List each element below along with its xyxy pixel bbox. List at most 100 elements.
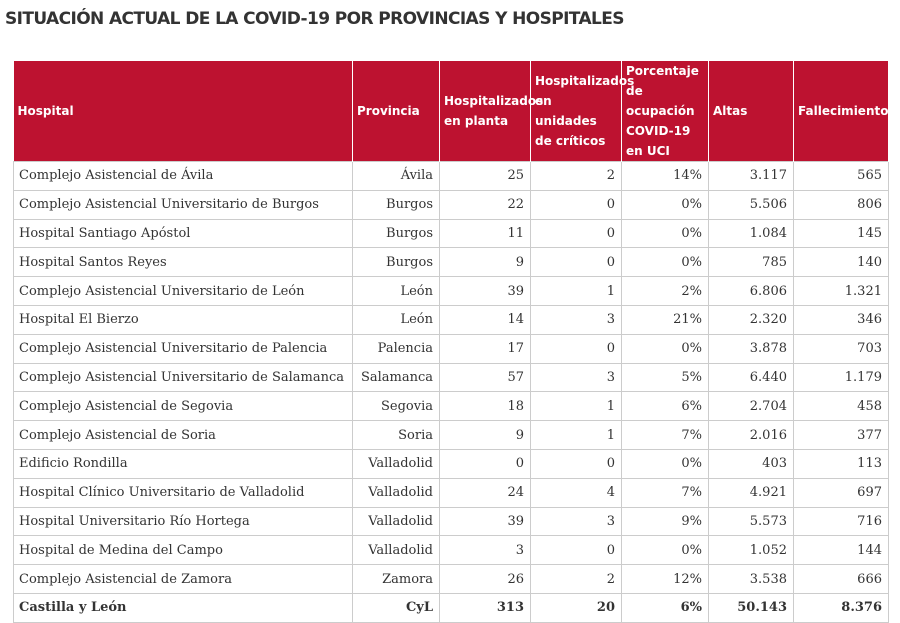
table-row: Complejo Asistencial Universitario de Bu… <box>13 189 889 220</box>
table-cell: Segovia <box>352 391 440 422</box>
table-row: Complejo Asistencial Universitario de Sa… <box>13 362 889 393</box>
table-cell: Hospital El Bierzo <box>13 304 353 335</box>
table-cell: 21% <box>621 304 709 335</box>
table-cell: 2.320 <box>708 304 794 335</box>
table-cell: 4 <box>530 477 622 508</box>
table-cell: 3 <box>530 304 622 335</box>
table-cell: 377 <box>793 420 889 450</box>
table-cell: 2 <box>530 161 622 191</box>
table-row: Complejo Asistencial de Soria Soria 9 1 7% 2.… <box>13 420 889 450</box>
table-cell: 2% <box>621 276 709 306</box>
table-cell: 346 <box>793 304 889 335</box>
total-cell: 50.143 <box>708 592 794 623</box>
table-cell: Valladolid <box>352 506 440 537</box>
table-cell: 0 <box>530 448 622 479</box>
total-cell: 6% <box>621 592 709 623</box>
table-cell: 2.704 <box>708 391 794 422</box>
table-cell: 403 <box>708 448 794 479</box>
total-cell: 8.376 <box>793 592 889 623</box>
table-row: Complejo Asistencial Universitario de Le… <box>13 276 889 306</box>
table-row: Complejo Asistencial Universitario de Pa… <box>13 333 889 364</box>
table-cell: 113 <box>793 448 889 479</box>
table-cell: Complejo Asistencial Universitario de Sa… <box>13 362 353 393</box>
table-cell: Hospital Santiago Apóstol <box>13 218 353 249</box>
table-cell: 57 <box>439 362 531 393</box>
table-cell: 12% <box>621 564 709 594</box>
table-cell: 6.440 <box>708 362 794 393</box>
table-cell: 39 <box>439 506 531 537</box>
table-cell: 0 <box>530 535 622 566</box>
table-cell: 716 <box>793 506 889 537</box>
table-cell: 0 <box>530 189 622 220</box>
table-cell: Complejo Asistencial Universitario de Pa… <box>13 333 353 364</box>
table-row: Hospital Universitario Río Hortega Vallad… <box>13 506 889 537</box>
table-cell: 703 <box>793 333 889 364</box>
table-cell: Burgos <box>352 247 440 278</box>
table-cell: 806 <box>793 189 889 220</box>
table-cell: 2 <box>530 564 622 594</box>
table-cell: 6.806 <box>708 276 794 306</box>
table-cell: 0% <box>621 333 709 364</box>
table-cell: 458 <box>793 391 889 422</box>
table-cell: Complejo Asistencial Universitario de Bu… <box>13 189 353 220</box>
table-row: Complejo Asistencial de Segovia Segovia 18… <box>13 391 889 422</box>
table-cell: 144 <box>793 535 889 566</box>
table-cell: 140 <box>793 247 889 278</box>
table-cell: 3.117 <box>708 161 794 191</box>
table-cell: 0% <box>621 535 709 566</box>
title: SITUACIÓN ACTUAL DE LA COVID-19 POR PROV… <box>5 9 625 29</box>
column-header: Altas <box>708 61 794 162</box>
table-cell: Edificio Rondilla <box>13 448 353 479</box>
table-cell: 697 <box>793 477 889 508</box>
total-cell: Castilla y León <box>13 592 353 623</box>
table-cell: 3 <box>530 506 622 537</box>
table-cell: 9 <box>439 247 531 278</box>
table-cell: 1.321 <box>793 276 889 306</box>
table-cell: 1 <box>530 391 622 422</box>
table-cell: 17 <box>439 333 531 364</box>
table-cell: 25 <box>439 161 531 191</box>
table-cell: Hospital Santos Reyes <box>13 247 353 278</box>
table-cell: Valladolid <box>352 477 440 508</box>
table-cell: Complejo Asistencial de Zamora <box>13 564 353 594</box>
column-header: Hospital <box>13 61 353 162</box>
table-cell: Complejo Asistencial Universitario de Le… <box>13 276 353 306</box>
table-cell: Hospital Clínico Universitario de Vallad… <box>13 477 353 508</box>
table-cell: 0 <box>530 333 622 364</box>
table-cell: Complejo Asistencial de Soria <box>13 420 353 450</box>
column-header: Hospitalizados en planta <box>439 61 543 162</box>
table-cell: 0% <box>621 218 709 249</box>
table-cell: 145 <box>793 218 889 249</box>
table-row: Hospital Santiago Apóstol Burgos 11 0 0% 1.08… <box>13 218 889 249</box>
table-cell: Valladolid <box>352 448 440 479</box>
table-cell: 565 <box>793 161 889 191</box>
total-cell: 313 <box>439 592 531 623</box>
table-cell: 3 <box>530 362 622 393</box>
table-cell: 14 <box>439 304 531 335</box>
table-cell: 14% <box>621 161 709 191</box>
table-cell: Salamanca <box>352 362 440 393</box>
total-cell: 20 <box>530 592 622 623</box>
table-cell: Burgos <box>352 189 440 220</box>
table-row: Hospital Clínico Universitario de Vallad… <box>13 477 889 508</box>
table-cell: 7% <box>621 420 709 450</box>
table-cell: 1.084 <box>708 218 794 249</box>
table-cell: 1.179 <box>793 362 889 393</box>
table-cell: 6% <box>621 391 709 422</box>
table-cell: 1 <box>530 420 622 450</box>
table-cell: Complejo Asistencial de Segovia <box>13 391 353 422</box>
table-cell: 2.016 <box>708 420 794 450</box>
table-row: Complejo Asistencial de Zamora Zamora 26 2 1… <box>13 564 889 594</box>
table-cell: León <box>352 304 440 335</box>
column-header: Hospitalizados en unidades de críticos <box>530 61 634 162</box>
table-row: Hospital El Bierzo León 14 3 21% 2.320 346 <box>13 304 889 335</box>
column-header: Provincia <box>352 61 440 162</box>
table-cell: Complejo Asistencial de Ávila <box>13 161 353 191</box>
table-cell: 666 <box>793 564 889 594</box>
table-cell: 4.921 <box>708 477 794 508</box>
table-cell: 24 <box>439 477 531 508</box>
table-cell: 9 <box>439 420 531 450</box>
table-cell: Palencia <box>352 333 440 364</box>
table-row: Hospital de Medina del Campo Valladolid 3 0… <box>13 535 889 566</box>
